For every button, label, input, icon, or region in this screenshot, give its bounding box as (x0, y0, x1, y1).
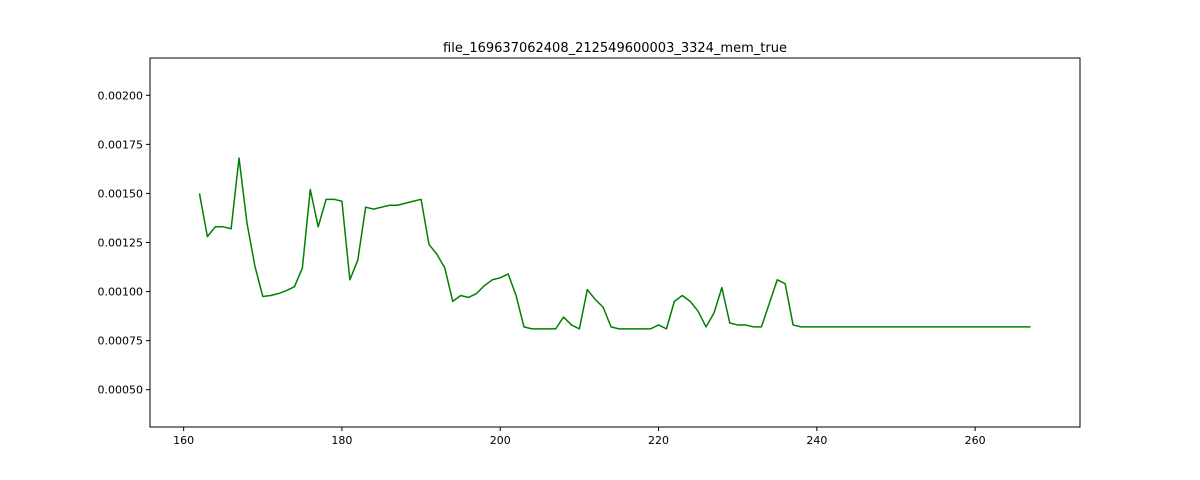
x-tick-label: 180 (331, 434, 352, 447)
x-tick-label: 260 (965, 434, 986, 447)
y-axis: 0.00050 0.00075 0.00100 0.00125 0.00150 0.001… (98, 89, 150, 397)
x-tick-label: 220 (648, 434, 669, 447)
y-tick-label: 0.00175 (98, 138, 144, 151)
series-line-0 (198, 157, 1031, 330)
plot-frame (149, 57, 1081, 428)
y-tick-label: 0.00200 (98, 89, 144, 102)
x-axis: 160 180 200 220 240 260 (173, 427, 986, 447)
x-tick-label: 160 (173, 434, 194, 447)
x-tick-label: 200 (490, 434, 511, 447)
y-tick-label: 0.00125 (98, 237, 144, 250)
y-tick-label: 0.00075 (98, 335, 144, 348)
chart-title: file_169637062408_212549600003_3324_mem_… (443, 41, 787, 56)
x-tick-label: 240 (806, 434, 827, 447)
y-tick-label: 0.00150 (98, 187, 144, 200)
y-tick-label: 0.00100 (98, 286, 144, 299)
plot-area (198, 157, 1031, 330)
y-tick-label: 0.00050 (98, 384, 144, 397)
